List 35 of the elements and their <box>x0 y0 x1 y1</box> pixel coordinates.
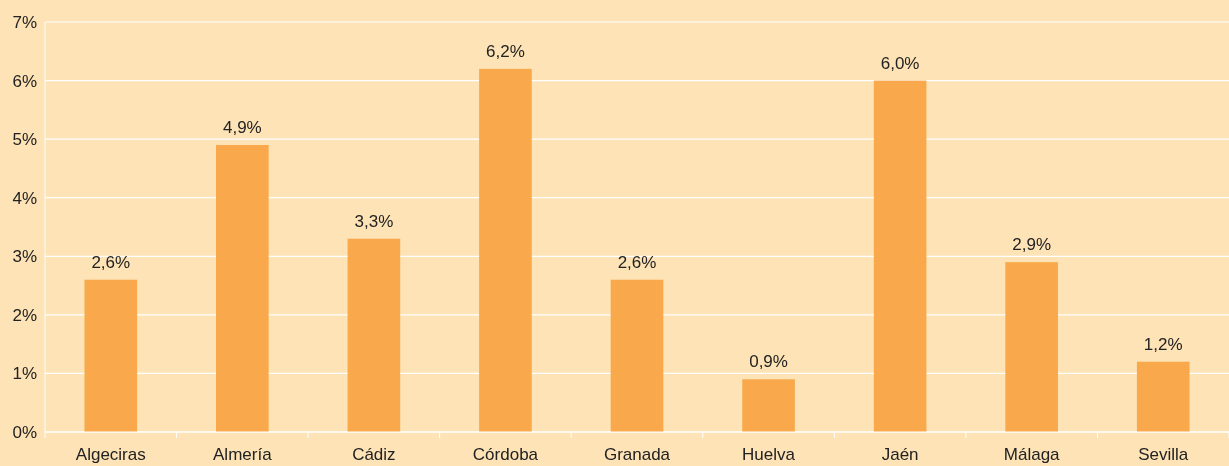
x-tick-label: Algeciras <box>75 445 146 464</box>
x-tick-label: Sevilla <box>1138 445 1189 464</box>
x-tick-label: Granada <box>603 445 671 464</box>
data-label: 2,6% <box>91 252 131 272</box>
data-label: 0,9% <box>749 352 788 372</box>
y-tick-label: 7% <box>12 12 37 32</box>
x-tick-label: Málaga <box>1003 445 1061 464</box>
data-label: 4,9% <box>222 118 262 137</box>
data-label: 2,9% <box>1012 235 1052 255</box>
y-tick-label: 6% <box>12 71 37 91</box>
bar <box>347 238 401 432</box>
bar <box>742 379 795 432</box>
y-tick-label: 1% <box>12 364 37 384</box>
bar <box>1005 262 1058 432</box>
data-label: 6,0% <box>880 53 920 73</box>
x-tick-label: Huelva <box>742 445 796 464</box>
y-tick-label: 4% <box>12 188 37 208</box>
x-tick-label: Córdoba <box>472 445 539 464</box>
bar <box>216 145 269 432</box>
x-tick-label: Cádiz <box>352 445 396 464</box>
x-tick-label: Almería <box>213 445 273 464</box>
bar <box>84 279 138 432</box>
data-label: 6,2% <box>486 41 525 61</box>
y-tick-label: 0% <box>12 422 37 442</box>
bar <box>1136 361 1190 432</box>
y-tick-label: 2% <box>12 305 37 325</box>
bar <box>873 80 927 432</box>
bar <box>479 68 532 432</box>
x-tick-label: Jaén <box>881 445 919 464</box>
y-tick-label: 5% <box>12 130 37 150</box>
data-label: 2,6% <box>617 252 657 272</box>
y-tick-label: 3% <box>12 247 37 267</box>
bar <box>610 279 664 432</box>
data-label: 3,3% <box>354 211 394 231</box>
data-label: 1,2% <box>1143 334 1183 354</box>
